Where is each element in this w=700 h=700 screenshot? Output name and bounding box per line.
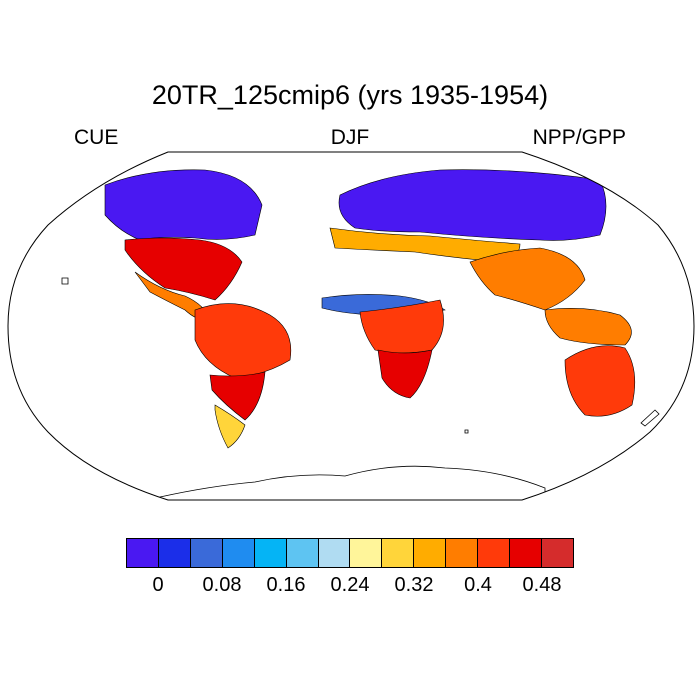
colorbar-swatch <box>158 539 191 567</box>
colorbar-swatch <box>222 539 255 567</box>
colorbar-swatch <box>318 539 351 567</box>
colorbar-tick-label: 0.48 <box>522 574 562 596</box>
map-region-maritime-continent <box>544 308 632 346</box>
map-region-india-southeast-asia <box>469 247 586 311</box>
map-region-eurasia-boreal <box>338 169 607 241</box>
colorbar-tick-label: 0.08 <box>202 574 242 596</box>
colorbar-tick-label: 0 <box>152 574 164 596</box>
map-region-amazon <box>194 303 292 379</box>
colorbar-tick-label: 0.16 <box>266 574 306 596</box>
colorbar-swatch <box>510 539 542 567</box>
colorbar-swatch <box>254 539 287 567</box>
colorbar-tick-label: 0.4 <box>464 574 492 596</box>
colorbar-labels: 0 0.08 0.16 0.24 0.32 0.4 0.48 <box>126 574 574 600</box>
globe-outline <box>7 151 695 501</box>
colorbar-swatch <box>541 539 573 567</box>
map-region-north-america-boreal <box>104 169 263 241</box>
colorbar-swatch <box>127 539 159 567</box>
coastlines <box>61 277 660 500</box>
season-label: DJF <box>330 126 370 149</box>
colorbar-swatch <box>190 539 223 567</box>
variable-short-label: CUE <box>74 126 119 149</box>
map-region-southern-africa <box>377 349 433 399</box>
map-title: 20TR_125cmip6 (yrs 1935-1954) <box>151 80 549 110</box>
map-region-north-america-subtropics <box>124 237 243 301</box>
colorbar-tick-label: 0.32 <box>394 574 434 596</box>
colorbar-swatch <box>350 539 383 567</box>
colorbar-swatch <box>446 539 479 567</box>
map-regions <box>104 169 636 449</box>
colorbar-swatch <box>414 539 447 567</box>
colorbar <box>126 538 574 568</box>
colorbar-tick-label: 0.24 <box>330 574 370 596</box>
map-region-patagonia <box>214 404 246 449</box>
map-region-southern-south-america <box>209 371 266 421</box>
colorbar-swatch <box>478 539 511 567</box>
colorbar-swatch <box>382 539 415 567</box>
map-region-australia <box>564 345 636 417</box>
variable-label: NPP/GPP <box>532 126 626 149</box>
colorbar-swatch <box>286 539 319 567</box>
